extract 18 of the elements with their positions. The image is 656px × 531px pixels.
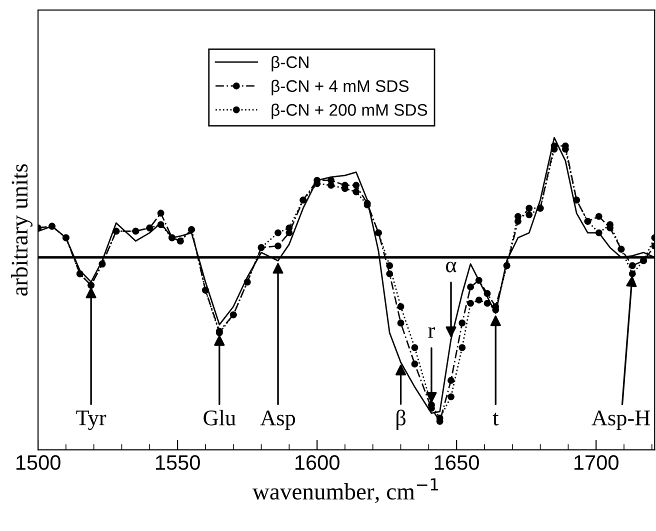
x-tick-label: 1500 — [16, 455, 60, 470]
annotation: α — [446, 262, 456, 272]
legend-label: β-CN + 4 mM SDS — [272, 80, 409, 96]
annotation: t — [492, 412, 499, 426]
annotation: Asp — [260, 410, 296, 430]
annotation: Glu — [204, 410, 236, 426]
annotation: r — [428, 327, 435, 338]
x-tick-label: 1600 — [295, 455, 340, 470]
x-tick-label: 1550 — [156, 455, 200, 470]
x-tick-label: 1700 — [574, 455, 618, 470]
x-tick-label: 1650 — [435, 455, 479, 470]
x-axis-title: wavenumber, cm$^{−1}$ — [252, 478, 438, 504]
annotation: Tyr — [76, 410, 106, 430]
annotation: β — [396, 410, 406, 430]
y-axis-title: arbitrary units — [11, 164, 32, 296]
legend-label: β-CN + 200 mM SDS — [272, 104, 428, 120]
legend-label: β-CN — [272, 56, 308, 72]
annotation: Asp-H — [592, 410, 650, 430]
